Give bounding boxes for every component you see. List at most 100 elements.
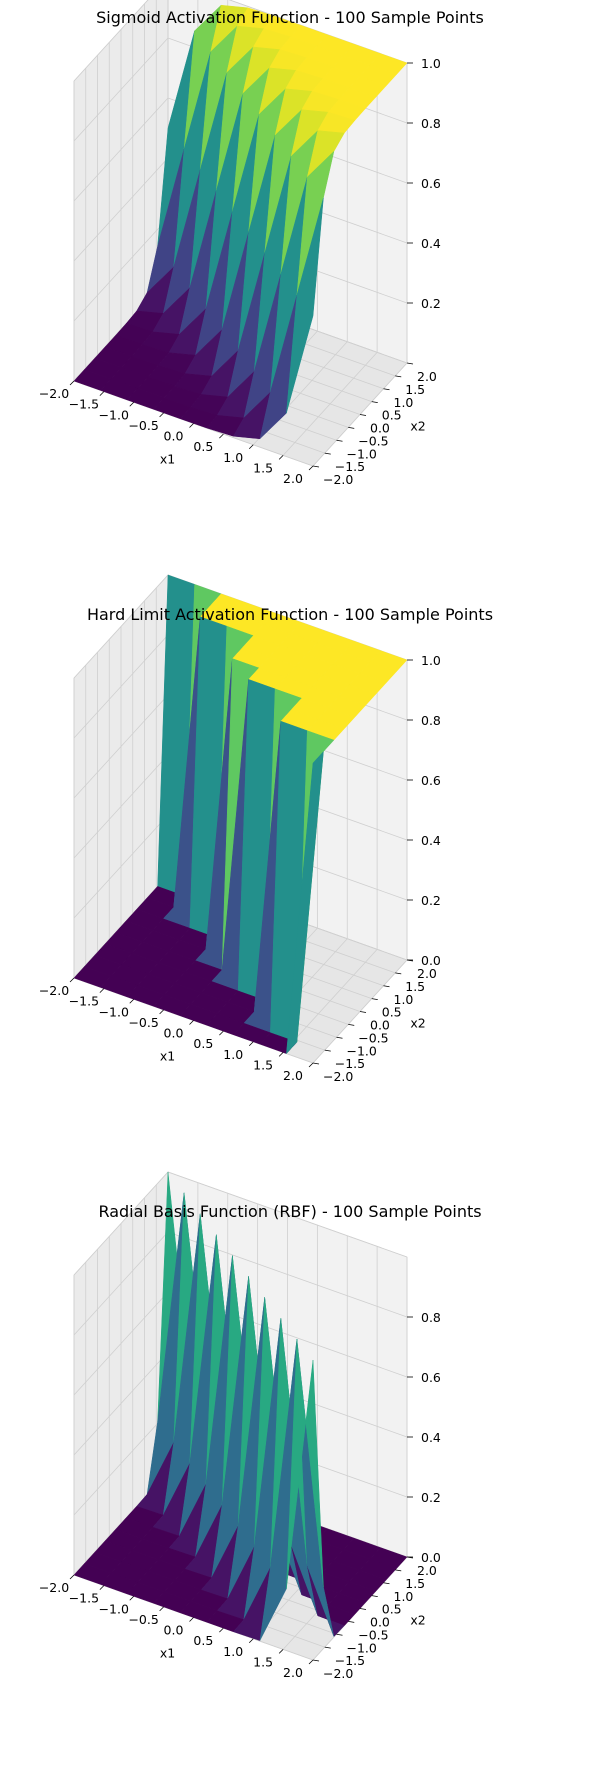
chart-title: Radial Basis Function (RBF) - 100 Sample…	[98, 1202, 481, 1221]
z-tick-label: 0.8	[421, 713, 441, 728]
grid-line	[73, 1351, 169, 1456]
x2-tick	[348, 1620, 355, 1623]
z-tick-label: 0.4	[421, 1430, 441, 1445]
z-tick-label: 0.4	[421, 236, 441, 251]
x1-tick	[159, 412, 164, 418]
x1-tick-label: 1.5	[253, 1654, 273, 1669]
x1-tick-label: −1.0	[99, 1004, 129, 1019]
surface-patch	[286, 1339, 324, 1589]
x1-tick	[99, 391, 105, 396]
x2-tick-label: −1.0	[347, 1043, 377, 1058]
x1-tick-label: −0.5	[128, 418, 158, 433]
x1-tick	[69, 1574, 75, 1580]
x2-tick	[406, 362, 414, 365]
z-tick-label: 0.6	[421, 176, 441, 191]
x2-tick	[336, 439, 343, 442]
grid-line	[73, 814, 169, 919]
z-tick-label: 0.0	[421, 953, 441, 968]
x2-tick-label: 1.5	[405, 382, 425, 397]
x2-tick-label: 0.5	[382, 1602, 402, 1617]
x1-tick	[248, 1041, 254, 1047]
grid-line	[73, 694, 169, 799]
x2-tick	[371, 998, 378, 1001]
x1-tick-label: 0.5	[193, 1036, 213, 1051]
x2-tick-label: −1.5	[335, 459, 365, 474]
x1-tick	[189, 1020, 194, 1025]
x2-tick-label: 1.5	[405, 1576, 425, 1591]
z-tick-label: 0.2	[421, 893, 441, 908]
x2-tick	[359, 1011, 367, 1013]
x1-tick-label: −1.0	[99, 1601, 129, 1616]
x1-tick	[248, 1638, 254, 1644]
x2-tick	[359, 1608, 367, 1610]
grid-line	[73, 1411, 169, 1516]
grid-line	[73, 0, 149, 82]
grid-line	[167, 1171, 408, 1258]
grid-line	[73, 1171, 169, 1276]
x2-tick-label: 2.0	[417, 966, 437, 981]
x1-tick	[99, 988, 105, 993]
x2-tick	[336, 1036, 343, 1039]
z-tick-label: 0.4	[421, 833, 441, 848]
z-tick-label: 0.6	[421, 773, 441, 788]
grid-line	[282, 352, 378, 456]
x2-tick-label: 0.5	[382, 408, 402, 423]
x2-tick-label: 1.5	[405, 979, 425, 994]
x1-tick-label: −1.5	[69, 397, 99, 412]
chart-title: Sigmoid Activation Function - 100 Sample…	[96, 8, 484, 27]
x1-tick-label: 0.0	[164, 1623, 184, 1638]
grid-line	[167, 1231, 408, 1318]
z-tick-label: 0.8	[421, 1310, 441, 1325]
x1-tick-label: −0.5	[128, 1015, 158, 1030]
x2-axis-label: x2	[410, 1016, 425, 1031]
x2-tick-label: 1.0	[394, 992, 414, 1007]
x1-tick	[129, 998, 135, 1004]
grid-line	[73, 37, 169, 142]
x1-tick-label: −1.0	[99, 407, 129, 422]
x1-tick-label: 1.5	[253, 1057, 273, 1072]
x1-tick-label: 0.0	[164, 1026, 184, 1041]
x2-tick	[348, 1023, 355, 1026]
x1-tick-label: 0.0	[164, 429, 184, 444]
x1-tick-label: −1.5	[69, 1591, 99, 1606]
x2-tick	[348, 426, 355, 429]
x2-tick-label: −0.5	[358, 1030, 388, 1045]
grid-line	[73, 754, 169, 859]
x1-tick-label: 1.0	[223, 1644, 243, 1659]
x2-tick	[324, 1646, 331, 1649]
x1-axis-label: x1	[160, 1646, 175, 1661]
x1-tick	[129, 1595, 135, 1601]
x1-tick-label: −2.0	[39, 983, 69, 998]
surface-patch	[286, 750, 324, 1055]
surface	[73, 574, 408, 1055]
x2-tick-label: −1.5	[335, 1056, 365, 1071]
x2-tick-label: −0.5	[358, 433, 388, 448]
grid-line	[73, 1231, 169, 1336]
x1-tick-label: 0.5	[193, 439, 213, 454]
x2-tick-label: 1.0	[394, 395, 414, 410]
x2-tick-label: −0.5	[358, 1627, 388, 1642]
x1-tick-label: 1.0	[223, 450, 243, 465]
grid-line	[73, 634, 169, 739]
x2-tick	[395, 972, 402, 975]
x2-tick-label: 2.0	[417, 1563, 437, 1578]
x2-tick	[383, 388, 390, 391]
panel-2: −2.0−1.5−1.0−0.50.00.51.01.52.0x1−2.0−1.…	[39, 573, 493, 1084]
grid-line	[73, 1291, 169, 1396]
x2-tick	[359, 414, 367, 416]
x1-tick	[69, 977, 75, 983]
x2-tick	[324, 1049, 331, 1052]
grid-line	[73, 157, 169, 262]
x1-axis-label: x1	[160, 452, 175, 467]
z-tick-label: 0.0	[421, 1550, 441, 1565]
x2-tick	[312, 1062, 320, 1065]
x1-tick-label: 0.5	[193, 1633, 213, 1648]
x2-tick-label: −1.0	[347, 1640, 377, 1655]
x2-tick-label: 1.0	[394, 1589, 414, 1604]
x2-tick	[383, 985, 390, 988]
surface-patch	[286, 197, 324, 414]
x1-tick	[308, 1062, 314, 1068]
x1-tick	[189, 423, 194, 428]
x2-tick	[336, 1633, 343, 1636]
